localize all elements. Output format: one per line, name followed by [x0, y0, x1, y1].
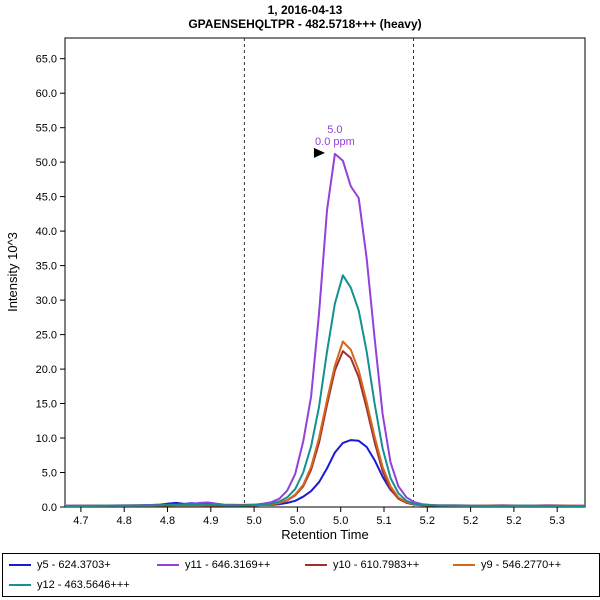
legend-swatch	[9, 584, 31, 586]
legend-label: y5 - 624.3703+	[37, 559, 111, 571]
x-tick-label: 4.9	[203, 515, 218, 527]
y-tick-label: 65.0	[36, 54, 57, 66]
legend-label: y10 - 610.7983++	[333, 559, 420, 571]
y-tick-label: 55.0	[36, 123, 57, 135]
y-tick-label: 5.0	[42, 468, 57, 480]
plot-area-frame[interactable]	[64, 37, 586, 508]
y-tick-label: 50.0	[36, 157, 57, 169]
x-tick-label: 4.7	[73, 515, 88, 527]
y-tick-label: 35.0	[36, 261, 57, 273]
x-tick-label: 5.3	[550, 515, 565, 527]
peak-boundary-lines[interactable]	[243, 38, 414, 507]
legend-item-y9: y9 - 546.2770++	[449, 559, 597, 571]
trace-y12	[64, 274, 586, 507]
legend-swatch	[305, 564, 327, 566]
y-tick-label: 10.0	[36, 433, 57, 445]
y-tick-label: 30.0	[36, 295, 57, 307]
legend-swatch	[9, 564, 31, 566]
y-tick-label: 60.0	[36, 88, 57, 100]
x-tick-label: 5.0	[290, 515, 305, 527]
x-tick-label: 5.2	[506, 515, 521, 527]
chart-title-peptide: GPAENSEHQLTPR - 482.5718+++ (heavy)	[188, 17, 421, 31]
x-tick-label: 5.2	[463, 515, 478, 527]
x-tick-label: 5.0	[333, 515, 348, 527]
legend-item-y10: y10 - 610.7983++	[301, 559, 449, 571]
chart-title-replicate: 1, 2016-04-13	[268, 3, 343, 17]
legend: y5 - 624.3703+ y11 - 646.3169++ y10 - 61…	[2, 553, 600, 597]
x-tick-label: 4.8	[160, 515, 175, 527]
y-tick-label: 45.0	[36, 192, 57, 204]
x-tick-label: 5.1	[376, 515, 391, 527]
legend-item-y12: y12 - 463.5646+++	[5, 579, 155, 591]
legend-label: y9 - 546.2770++	[481, 559, 562, 571]
legend-label: y12 - 463.5646+++	[37, 579, 130, 591]
x-tick-label: 5.2	[420, 515, 435, 527]
x-tick-label: 4.8	[117, 515, 132, 527]
y-tick-label: 20.0	[36, 364, 57, 376]
axis-ticks: 4.7 4.8 4.8 4.9 5.0 5.0 5.0 5.1 5.2 5.2 5.2 5.3 0.0 5…	[36, 54, 565, 527]
y-axis-label: Intensity 10^3	[5, 232, 20, 312]
x-tick-label: 5.0	[246, 515, 261, 527]
legend-row-2: y12 - 463.5646+++	[5, 575, 597, 595]
chromatogram-chart[interactable]: 1, 2016-04-13 GPAENSEHQLTPR - 482.5718++…	[0, 0, 600, 551]
legend-row-1: y5 - 624.3703+ y11 - 646.3169++ y10 - 61…	[5, 555, 597, 575]
peak-annotation-rt: 5.0	[327, 124, 342, 136]
y-tick-label: 25.0	[36, 330, 57, 342]
legend-swatch	[453, 564, 475, 566]
y-tick-label: 15.0	[36, 399, 57, 411]
y-tick-label: 40.0	[36, 226, 57, 238]
peak-annotation-ppm: 0.0 ppm	[315, 136, 355, 148]
legend-item-y5: y5 - 624.3703+	[5, 559, 153, 571]
legend-item-y11: y11 - 646.3169++	[153, 559, 301, 571]
legend-swatch	[157, 564, 179, 566]
y-tick-label: 0.0	[42, 502, 57, 514]
chromatogram-traces	[64, 152, 586, 507]
peak-apex-arrow-icon	[313, 147, 325, 158]
legend-label: y11 - 646.3169++	[185, 559, 271, 571]
x-axis-label: Retention Time	[281, 527, 368, 542]
